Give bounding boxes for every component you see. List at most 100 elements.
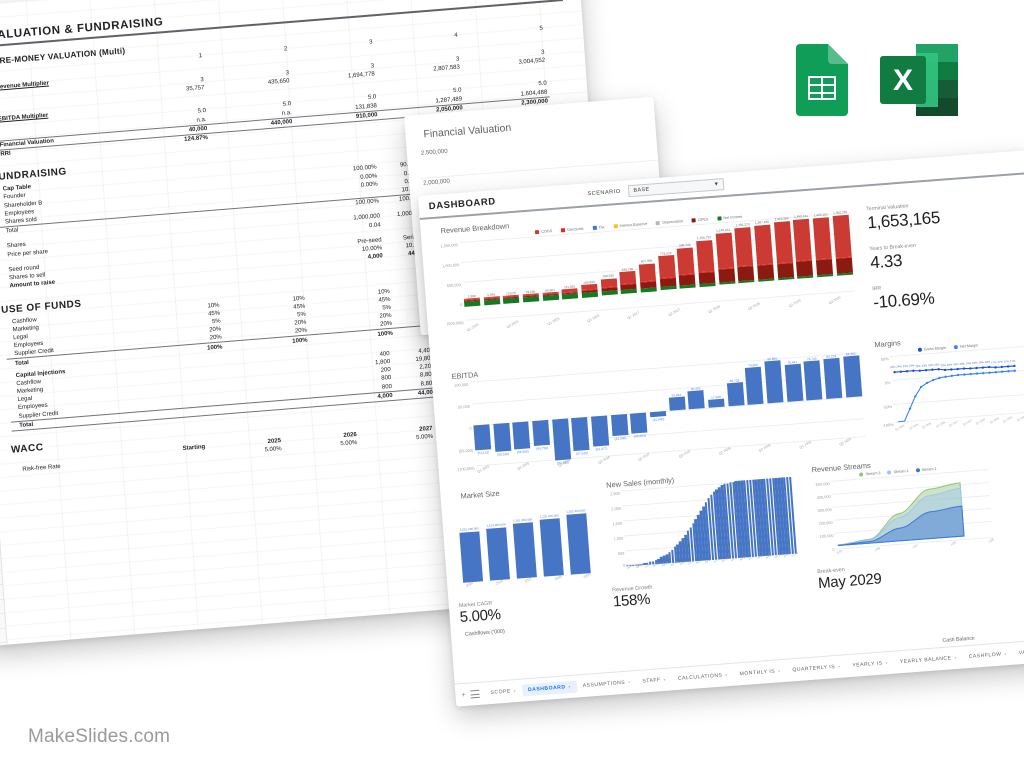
bar: 1,423,986 [773,217,795,304]
bar-data-label: 36,453 [690,386,701,392]
data-point [975,372,979,375]
line-data-label: 24% [908,364,915,369]
scenario-label: SCENARIO [587,188,621,198]
bar [591,415,610,447]
bar [630,412,648,434]
add-sheet-icon[interactable]: + [461,691,466,699]
sheet-tab-staff[interactable]: STAFF ▾ [636,673,672,688]
data-point [975,366,978,370]
bar-data-label: (67,610) [576,451,589,456]
y-tick-label: 2,000 [611,505,622,512]
legend-item[interactable]: Depreciation [655,219,683,226]
data-point [981,366,985,369]
y-tick-label: 200,000 [818,519,833,526]
sheet-tab-bar[interactable]: + SCOPE ▾ DASHBOARD ▾ ASSUMPTIONS ▾ STAFF ▾ CALC… [454,637,1024,707]
sheet-tab-yearly-balance[interactable]: YEARLY BALANCE ▾ [893,651,963,668]
bar-data-label: 938,246 [678,243,691,248]
bar: 29,636 [518,236,540,323]
chevron-down-icon[interactable]: ▾ [513,689,517,694]
legend-item[interactable]: Net Margin [953,343,978,350]
legend-label: Tax [598,225,605,230]
data-point [1000,365,1004,369]
chevron-down-icon[interactable]: ▾ [568,684,571,690]
bar-data-label: (54,680) [516,449,529,455]
sheet-tab-valuation[interactable]: VALUATION▾ [1012,644,1024,660]
sheet-tab-yearly-is[interactable]: YEARLY IS ▾ [846,657,894,673]
legend-swatch-discounts [561,228,566,233]
data-point [988,371,991,374]
sheet-tab-cashflow[interactable]: CASHFLOW ▾ [962,648,1013,664]
bar-data-label: 78,740 [806,357,817,362]
legend-item[interactable]: OPEX [691,217,708,223]
chevron-down-icon[interactable]: ▾ [628,680,631,685]
legend-item[interactable]: Tax [592,225,605,230]
market-size-plot: 1,051,200,000 1,104,900,000 1,161,300,000 1… [458,501,591,583]
bar: 5,949 [479,239,501,326]
legend-swatch-gross-margin [917,347,922,352]
bar: 1,051,200,000 [459,526,484,583]
line-data-label: 17% [997,360,1003,365]
bar-data-label: 1,989 [467,293,476,299]
chevron-down-icon[interactable]: ▾ [954,655,957,661]
revenue-streams-area-series [837,482,965,546]
chevron-down-icon[interactable]: ▾ [663,677,667,682]
all-sheets-menu-icon[interactable] [470,689,480,699]
metric-revenue-growth: Revenue Growth 158% [612,573,801,611]
legend-label: COGS [541,229,553,234]
legend-item[interactable]: Gross Margin [917,346,946,352]
ebitda-panel: EBITDA 100,000 50,000 0 (50,000) (100,00… [439,339,866,476]
bar-data-label: (43,096) [614,436,627,442]
sheet-tab-dashboard[interactable]: DASHBOARD ▾ [521,680,578,697]
x-tick-label [784,447,787,451]
sheet-tab-quarterly-is[interactable]: QUARTERLY IS ▾ [786,660,847,676]
legend-label: Stream 2 [893,468,909,475]
bar: 1,161,300,000 [512,518,538,579]
sheet-tab-scope[interactable]: SCOPE ▾ [484,685,522,700]
y-tick-label: (100,000) [457,465,475,472]
chevron-down-icon[interactable]: ▾ [725,673,728,678]
data-point [919,385,923,389]
margins-plot: 24% 24% 24% 24% 23% 23% 23% 23% 20% 20% 20% 20% 19% 1… [889,346,1024,428]
chevron-down-icon[interactable]: ▾ [885,661,889,666]
legend-item[interactable]: Stream 2 [887,468,909,475]
chevron-down-icon[interactable]: ▾ [837,664,841,669]
scenario-dropdown[interactable]: BASE ▼ [628,178,725,198]
chevron-down-icon[interactable]: ▾ [778,669,781,674]
bar [726,382,745,407]
dashboard-spreadsheet[interactable]: DASHBOARD SCENARIO BASE ▼ Revenue Breakd… [418,149,1024,707]
dashboard-body: Revenue Breakdown COGS Discounts Tax Int… [420,174,1024,639]
x-tick-label [503,468,506,472]
bar [571,416,590,452]
data-point [943,368,947,372]
x-tick-label [623,459,626,463]
y-tick-label: 0 [622,562,626,568]
bar: 1,104,900,000 [486,522,511,581]
sheet-tab-label: SCOPE [490,688,512,696]
legend-item[interactable]: Stream 3 [859,471,881,477]
area-series-stream-2 [837,487,965,546]
sheet-tab-calculations[interactable]: CALCULATIONS ▾ [671,669,734,686]
data-point [899,370,903,373]
legend-swatch-stream-1 [915,468,920,473]
bar: 778,529 [656,226,678,313]
legend-item[interactable]: Net Income [717,215,742,221]
legend-item[interactable]: Discounts [561,227,584,233]
bar: 111,343 [558,233,580,320]
legend-item[interactable]: Stream 1 [915,467,937,473]
data-point [962,367,966,370]
sheet-tab-assumptions[interactable]: ASSUMPTIONS ▾ [576,676,637,692]
bar: 1,249,031 [715,222,737,309]
bar: 60,661 [538,235,560,322]
x-tick-label: 1/29 [987,537,995,544]
sheet-tab-monthly-is[interactable]: MONTHLY IS ▾ [733,665,787,681]
legend-swatch-opex [691,218,697,223]
legend-item[interactable]: COGS [535,229,553,235]
chevron-down-icon[interactable]: ▾ [1004,652,1007,657]
line-data-label: 17% [1009,359,1016,364]
google-sheets-icon [796,44,848,116]
data-point [950,368,953,371]
data-point [918,369,921,372]
data-point [938,376,941,380]
bar-series: 1,989 5,949 13,525 29,636 60,661 111,343 189,9… [460,210,855,328]
y-tick-label: 1,500,000 [440,242,458,249]
